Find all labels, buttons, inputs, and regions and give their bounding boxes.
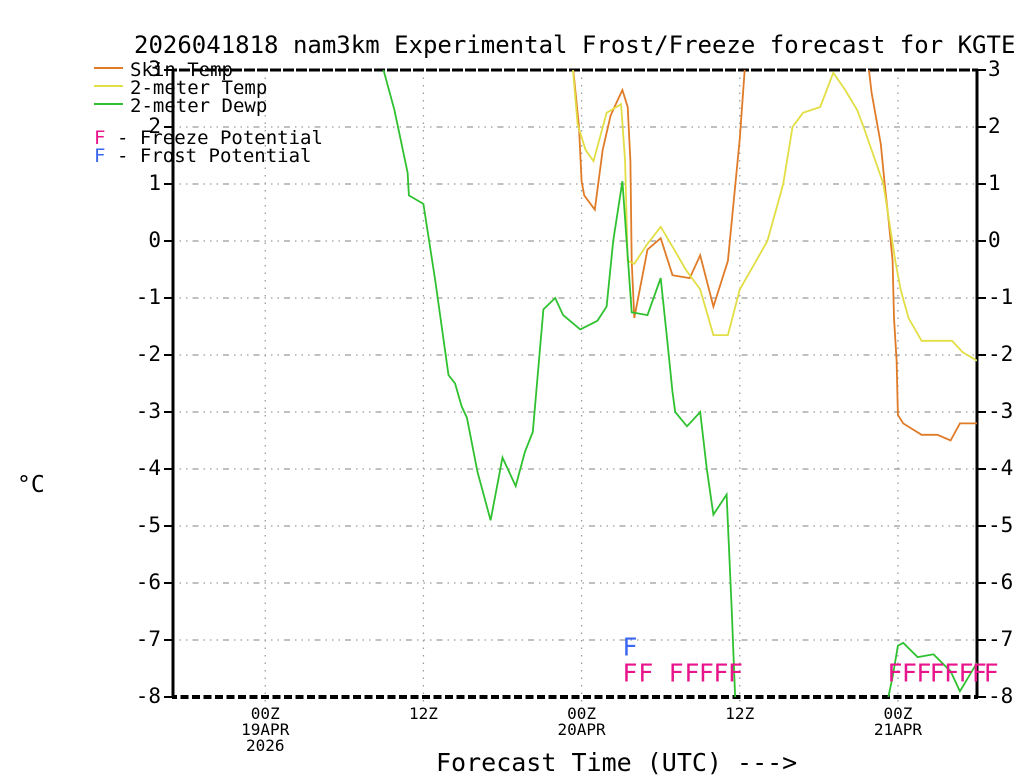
legend-label: - Freeze Potential: [117, 127, 323, 149]
page-title: 2026041818 nam3km Experimental Frost/Fre…: [134, 31, 1016, 59]
freeze-potential-marker: F: [984, 658, 999, 687]
y-tick-label: 1: [148, 171, 161, 195]
y-tick-label: 3: [148, 57, 161, 81]
legend-label: 2-meter Dewp: [130, 95, 268, 117]
y-tick-label: -4: [988, 456, 1014, 480]
skin-temp-line: [572, 70, 977, 442]
freeze-potential-marker: F: [887, 658, 902, 687]
freeze-potential-marker: F: [713, 658, 728, 687]
freeze-potential-marker: F: [902, 658, 917, 687]
y-tick-label: -7: [135, 627, 161, 651]
y-tick-label: -4: [135, 456, 161, 480]
2m-temp-line-swatch-icon: [94, 85, 123, 87]
y-tick-label: -3: [988, 399, 1014, 423]
frost-potential-marker: F: [622, 633, 637, 662]
y-tick-label: -7: [988, 627, 1014, 651]
y-tick-label: -5: [135, 513, 161, 537]
y-tick-label: -2: [988, 342, 1014, 366]
freeze-potential-marker: F: [622, 658, 637, 687]
2m-temp-line: [572, 70, 977, 362]
legend-label: 2-meter Temp: [130, 77, 268, 99]
y-tick-label: -2: [135, 342, 161, 366]
freeze-potential-marker: F: [669, 658, 684, 687]
freeze-potential-marker: F: [959, 658, 974, 687]
legend-item-2m-dewp: 2-meter Dewp: [0, 95, 400, 117]
y-tick-label: 2: [148, 114, 161, 138]
y-tick-label: -8: [988, 684, 1014, 708]
freeze-potential-marker: F: [972, 658, 987, 687]
legend-item-2m-temp: 2-meter Temp: [0, 77, 400, 99]
x-tick-label: 00Z 19APR 2026: [241, 704, 290, 755]
x-tick-label: 12Z: [725, 704, 755, 723]
y-tick-label: -6: [135, 570, 161, 594]
legend-label: Skin Temp: [130, 59, 233, 81]
freeze-potential-marker: F: [638, 658, 653, 687]
y-tick-label: 2: [988, 114, 1001, 138]
y-tick-label: -6: [988, 570, 1014, 594]
freeze-potential-marker: F: [930, 658, 945, 687]
x-tick-label: 12Z: [408, 704, 438, 723]
freeze-potential-marker: F: [684, 658, 699, 687]
y-tick-label: 0: [988, 228, 1001, 252]
legend-item-freeze-potential: F - Freeze Potential: [0, 127, 400, 149]
frost-potential-f-icon: F: [94, 145, 106, 167]
2m-dewp-line-swatch-icon: [94, 103, 123, 105]
x-tick-label: 00Z 21APR: [873, 704, 922, 739]
y-tick-label: 3: [988, 57, 1001, 81]
x-axis-title: Forecast Time (UTC) --->: [436, 748, 798, 777]
freeze-potential-f-icon: F: [94, 127, 106, 149]
legend-item-skin-temp: Skin Temp: [0, 59, 400, 81]
y-tick-label: -8: [135, 684, 161, 708]
y-tick-label: 0: [148, 228, 161, 252]
y-tick-label: -3: [135, 399, 161, 423]
legend-item-frost-potential: F - Frost Potential: [0, 145, 400, 167]
freeze-potential-marker: F: [916, 658, 931, 687]
y-tick-label: 1: [988, 171, 1001, 195]
y-tick-label: -1: [135, 285, 161, 309]
legend-label: - Frost Potential: [117, 145, 312, 167]
y-tick-label: -1: [988, 285, 1014, 309]
freeze-potential-marker: F: [699, 658, 714, 687]
freeze-potential-marker: F: [728, 658, 743, 687]
y-axis-unit-label: °C: [17, 472, 45, 498]
freeze-potential-marker: F: [944, 658, 959, 687]
y-tick-label: -5: [988, 513, 1014, 537]
2m-dewp-line: [382, 70, 977, 697]
skin-temp-line-swatch-icon: [94, 67, 123, 69]
x-tick-label: 00Z 20APR: [557, 704, 606, 739]
